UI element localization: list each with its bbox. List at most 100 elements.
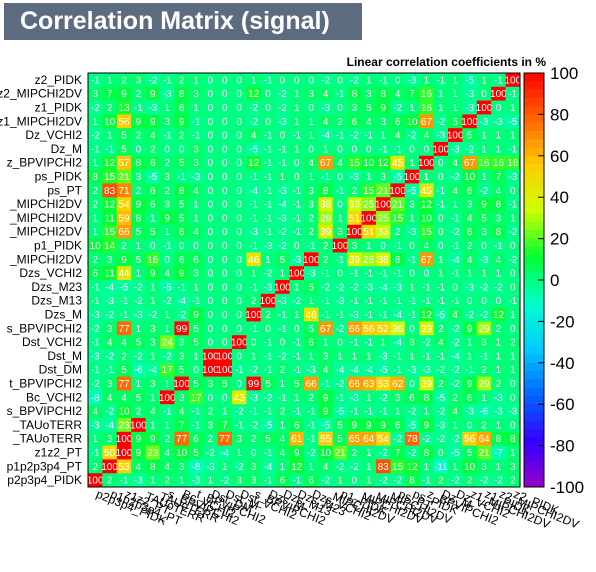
heatmap-cell	[260, 197, 276, 212]
y-tick-label: Dzs_M13	[31, 294, 82, 308]
heatmap-cell	[390, 100, 406, 115]
cell-value-label: -2	[436, 117, 445, 128]
heatmap-cell	[433, 197, 449, 212]
heatmap-cell	[88, 73, 103, 88]
heatmap-cell	[289, 349, 305, 364]
cell-value-label: 5	[467, 448, 473, 459]
cell-value-label: -5	[120, 282, 129, 293]
heatmap-cell	[505, 473, 521, 488]
heatmap-cell	[462, 142, 478, 157]
cell-value-label: -1	[436, 296, 445, 307]
cell-value-label: -3	[91, 351, 100, 362]
heatmap-cell	[433, 307, 449, 322]
heatmap-cell	[390, 86, 406, 101]
cell-value-label: 0	[308, 144, 314, 155]
cell-value-label: 1	[467, 338, 473, 349]
cell-value-label: 8	[179, 186, 185, 197]
heatmap-cell	[275, 266, 290, 281]
heatmap-cell	[217, 335, 233, 350]
heatmap-cell	[448, 197, 463, 212]
cell-value-label: 100	[404, 172, 421, 183]
heatmap-cell	[505, 114, 521, 129]
cell-value-label: 0	[136, 144, 142, 155]
colorbar-segment	[524, 329, 544, 339]
cell-value-label: 1	[452, 75, 458, 86]
heatmap-cell	[102, 445, 118, 460]
heatmap-cell	[217, 142, 233, 157]
cell-value-label: 4	[92, 407, 98, 418]
cell-value-label: 2	[121, 351, 127, 362]
cell-value-label: 1	[323, 338, 329, 349]
heatmap-cell	[448, 86, 463, 101]
cell-value-label: 0	[438, 241, 444, 252]
heatmap-cell	[174, 335, 190, 350]
cell-value-label: 1	[280, 379, 286, 390]
heatmap-cell	[246, 86, 262, 101]
colorbar-segment	[524, 304, 544, 314]
heatmap-cell	[361, 211, 377, 226]
cell-value-label: -1	[508, 200, 517, 211]
heatmap-cell	[332, 459, 348, 474]
heatmap-cell	[476, 293, 492, 308]
colorbar-segment	[524, 246, 544, 256]
heatmap-cell	[88, 335, 103, 350]
cell-value-label: 12	[291, 462, 303, 473]
cell-value-label: 2	[107, 476, 113, 487]
cell-value-label: -6	[134, 365, 143, 376]
cell-value-label: 6	[280, 476, 286, 487]
heatmap-cell	[491, 376, 506, 391]
heatmap-cell	[361, 169, 377, 184]
cell-value-label: 8	[510, 434, 516, 445]
heatmap-cell	[217, 321, 233, 336]
heatmap-cell	[505, 376, 521, 391]
colorbar-segment	[524, 404, 544, 413]
heatmap-cell	[376, 100, 391, 115]
heatmap-cell	[102, 390, 118, 405]
heatmap-cell	[116, 266, 132, 281]
heatmap-cell	[448, 335, 463, 350]
cell-value-label: -4	[105, 420, 114, 431]
cell-value-label: 100	[231, 338, 248, 349]
cell-value-label: -3	[508, 172, 517, 183]
heatmap-cell	[260, 114, 276, 129]
cell-value-label: 62	[392, 379, 404, 390]
cell-value-label: 0	[352, 476, 358, 487]
cell-value-label: 100	[461, 117, 478, 128]
heatmap-cell	[505, 459, 521, 474]
heatmap-cell	[505, 86, 521, 101]
heatmap-cell	[174, 321, 190, 336]
cell-value-label: 0	[222, 89, 228, 100]
heatmap-cell	[188, 252, 204, 267]
cell-value-label: 4	[179, 407, 185, 418]
heatmap-cell	[88, 183, 103, 198]
heatmap-cell	[361, 335, 377, 350]
heatmap-cell	[419, 266, 434, 281]
heatmap-cell	[88, 86, 103, 101]
heatmap-cell	[318, 390, 334, 405]
heatmap-cell	[188, 349, 204, 364]
cell-value-label: -2	[278, 241, 287, 252]
heatmap-cell	[390, 142, 406, 157]
cell-value-label: -5	[508, 117, 517, 128]
cell-value-label: 4	[164, 269, 170, 280]
cell-value-label: -1	[336, 393, 345, 404]
heatmap-cell	[188, 197, 204, 212]
heatmap-cell	[131, 293, 146, 308]
heatmap-cell	[318, 404, 334, 419]
cell-value-label: 1	[193, 75, 199, 86]
cell-value-label: 1	[308, 296, 314, 307]
heatmap-cell	[246, 473, 262, 488]
colorbar-tick-label: 60	[550, 147, 569, 166]
cell-value-label: 0	[337, 269, 343, 280]
heatmap-cell	[246, 73, 262, 88]
colorbar-segment	[524, 213, 544, 223]
cell-value-label: -1	[264, 448, 273, 459]
heatmap-cell	[116, 321, 132, 336]
cell-value-label: -1	[408, 296, 417, 307]
heatmap-cell	[318, 280, 334, 295]
heatmap-cell	[260, 459, 276, 474]
heatmap-cell	[347, 266, 362, 281]
heatmap-cell	[174, 362, 190, 377]
heatmap-cell	[246, 445, 262, 460]
